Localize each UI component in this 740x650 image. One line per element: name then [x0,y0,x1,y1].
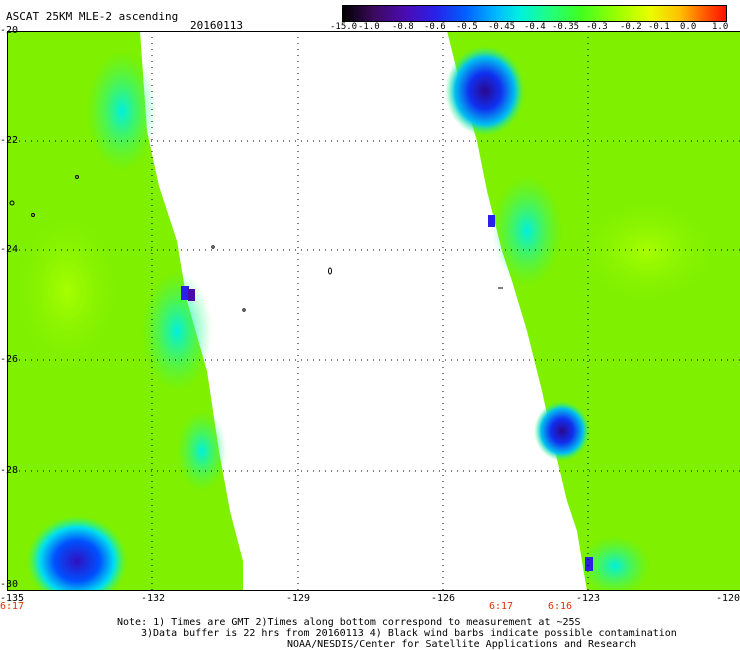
island-outlines [9,175,503,312]
lon-label: -126 [431,593,456,604]
lat-lon-grid [7,31,740,591]
cbar-tick: -0.2 [620,22,642,32]
lat-label: -24 [0,244,19,255]
lat-label: -20 [0,25,19,36]
note-line-2: 3)Data buffer is 22 hrs from 20160113 4)… [141,628,677,639]
cbar-tick: -0.4 [524,22,546,32]
product-date: 20160113 [190,19,243,32]
product-title: ASCAT 25KM MLE-2 ascending [6,10,179,23]
lat-label: -22 [0,135,19,146]
cbar-tick: -0.3 [586,22,608,32]
left-swath [7,31,243,591]
map-border [7,31,740,591]
cbar-tick: -0.35 [552,22,580,32]
lon-label: -123 [576,593,601,604]
time-label-left: 6:17 [0,601,25,612]
time-label: 6:16 [548,601,573,612]
time-label: 6:17 [489,601,514,612]
cbar-tick: -1.0 [358,22,380,32]
colorbar [342,5,727,22]
lon-label: -129 [286,593,311,604]
note-line-3: NOAA/NESDIS/Center for Satellite Applica… [287,639,637,650]
lon-label: -135 [0,593,25,604]
cbar-tick: 1.0 [712,22,729,32]
cbar-tick: -15.0 [330,22,358,32]
cbar-tick: 0.0 [680,22,697,32]
lon-label: -132 [141,593,166,604]
lat-label: -28 [0,465,19,476]
cbar-tick: -0.6 [424,22,446,32]
note-line-1: Note: 1) Times are GMT 2)Times along bot… [117,617,581,628]
lat-label: -30 [0,579,19,590]
cbar-tick: -0.8 [392,22,414,32]
right-swath [445,31,740,591]
cbar-tick: -0.1 [648,22,670,32]
cbar-tick: -0.45 [488,22,516,32]
wind-map [7,31,740,591]
lon-label: -120 [716,593,740,604]
cbar-tick: -0.5 [456,22,478,32]
lat-label: -26 [0,354,19,365]
